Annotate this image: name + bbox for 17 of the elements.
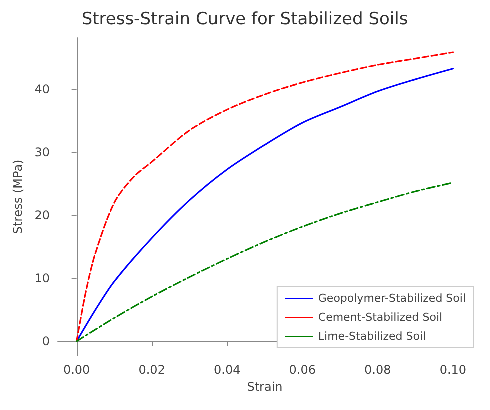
y-tick-label: 30	[34, 146, 50, 160]
y-tick-label: 10	[34, 272, 50, 286]
legend-label: Lime-Stabilized Soil	[318, 330, 426, 343]
x-tick-label: 0.08	[364, 363, 392, 377]
x-tick-label: 0.00	[63, 363, 90, 377]
x-tick-label: 0.10	[440, 363, 467, 377]
legend-label: Geopolymer-Stabilized Soil	[318, 292, 466, 305]
x-axis-title: Strain	[247, 380, 283, 394]
x-tick-label: 0.02	[138, 363, 166, 377]
chart-title: Stress-Strain Curve for Stabilized Soils	[82, 10, 408, 30]
y-tick-label: 40	[34, 82, 50, 97]
legend-label: Cement-Stabilized Soil	[318, 311, 443, 324]
y-tick-label: 20	[34, 208, 50, 223]
y-axis-title: Stress (MPa)	[10, 160, 25, 234]
y-tick-label: 0	[42, 334, 50, 349]
x-tick-label: 0.06	[289, 363, 316, 377]
x-tick-label: 0.04	[214, 363, 241, 377]
